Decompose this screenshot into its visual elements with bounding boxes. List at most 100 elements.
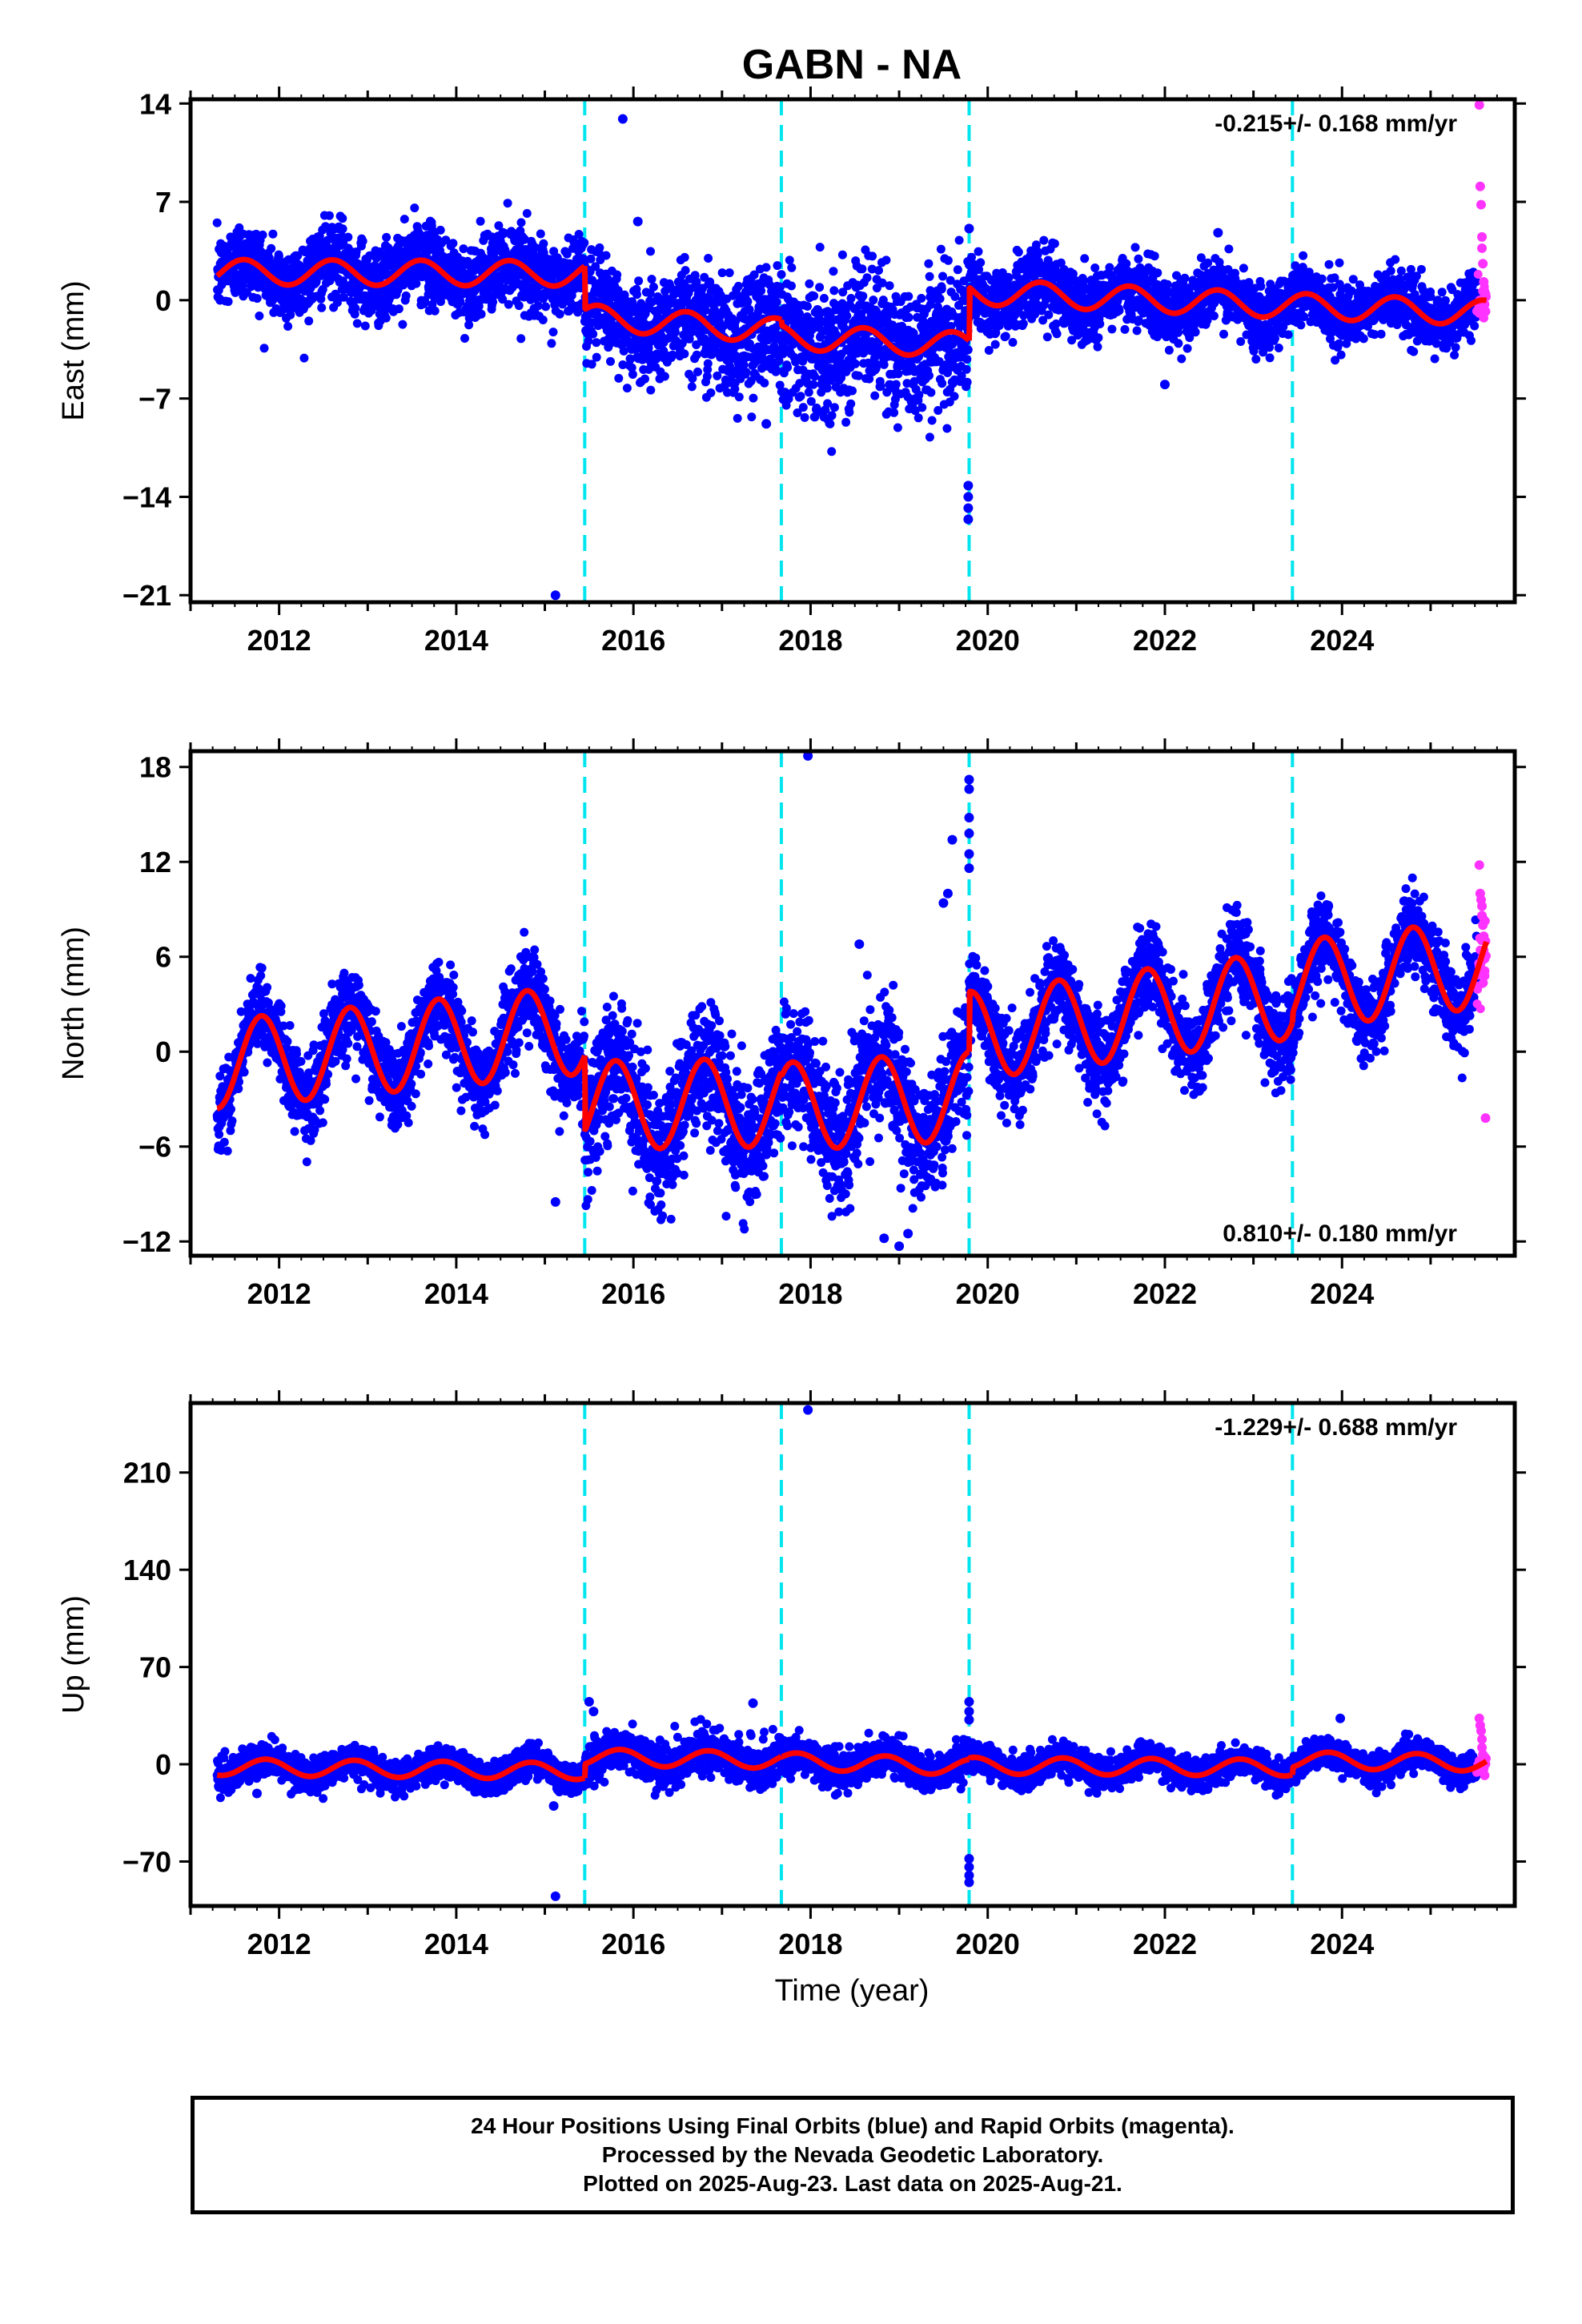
data-point (460, 334, 469, 343)
data-point (601, 251, 611, 260)
data-point (1114, 306, 1124, 316)
data-point (352, 319, 362, 328)
data-point (1203, 258, 1213, 267)
data-point (614, 373, 624, 383)
data-point (1177, 354, 1186, 364)
data-point (223, 297, 233, 307)
data-point (702, 372, 712, 381)
data-point (1182, 344, 1192, 353)
data-point (904, 292, 913, 301)
data-point (924, 259, 934, 268)
y-tick-label: −7 (139, 383, 171, 416)
data-point (692, 277, 701, 287)
data-point (837, 250, 847, 259)
data-point (1039, 235, 1049, 245)
data-point (321, 222, 331, 231)
data-point (1274, 344, 1283, 352)
data-point (299, 353, 309, 363)
data-point (1080, 254, 1090, 263)
data-point (591, 262, 600, 271)
data-point (293, 251, 303, 260)
data-point (259, 344, 269, 353)
data-point (747, 412, 757, 422)
data-point (857, 264, 867, 274)
data-point (520, 234, 529, 243)
data-point (914, 390, 924, 400)
data-point (1359, 334, 1368, 344)
data-point (1042, 332, 1052, 342)
data-point (891, 380, 901, 389)
data-point (365, 251, 375, 260)
data-point (533, 301, 543, 311)
data-point (500, 228, 508, 238)
data-point (436, 297, 445, 307)
data-point (504, 300, 513, 309)
data-point (267, 243, 276, 253)
data-point (723, 388, 732, 397)
data-point (464, 320, 474, 330)
data-point (1180, 273, 1190, 283)
data-point (917, 294, 926, 303)
data-point (360, 321, 370, 331)
data-point (448, 239, 458, 248)
data-point (822, 384, 832, 393)
data-point (685, 334, 694, 344)
data-point (889, 408, 899, 417)
data-point (351, 247, 361, 256)
data-point (713, 371, 722, 380)
data-point (1317, 274, 1327, 283)
data-point (827, 447, 837, 456)
data-point (926, 388, 936, 397)
y-tick-label: −14 (122, 480, 171, 513)
data-point (459, 244, 468, 254)
data-point (476, 216, 485, 226)
data-point (841, 417, 851, 427)
data-point (498, 295, 508, 304)
data-point (885, 281, 894, 291)
data-point (648, 297, 657, 307)
data-point (1150, 251, 1159, 261)
data-point (962, 355, 972, 364)
data-point (441, 235, 451, 245)
data-point (1052, 329, 1062, 339)
data-point (255, 312, 264, 320)
data-point (680, 252, 689, 262)
data-point (1265, 353, 1275, 363)
data-point (628, 370, 637, 379)
data-point (1256, 282, 1266, 292)
data-point (1236, 337, 1246, 346)
data-point (358, 236, 367, 246)
data-point (803, 302, 812, 311)
data-point (846, 294, 856, 303)
data-point (717, 268, 727, 278)
data-point (1271, 334, 1279, 343)
data-point (1386, 266, 1395, 275)
data-point (1219, 329, 1228, 339)
y-tick-label: −21 (122, 579, 171, 612)
data-point (286, 310, 295, 320)
data-point (339, 292, 348, 302)
data-point (741, 368, 751, 377)
data-point (688, 374, 697, 383)
x-tick-label: 2014 (424, 624, 488, 657)
data-point (800, 412, 809, 422)
data-point (522, 209, 532, 218)
data-point (777, 270, 786, 279)
data-point (332, 298, 342, 308)
data-point (1001, 332, 1010, 341)
data-point (815, 283, 825, 292)
data-point (548, 328, 558, 337)
x-tick-label: 2024 (1310, 624, 1374, 657)
data-point (796, 392, 805, 401)
data-point (1224, 244, 1234, 254)
data-point (962, 377, 972, 387)
y-axis-label: East (mm) (57, 280, 90, 420)
data-point (586, 254, 596, 263)
data-point (815, 243, 825, 252)
data-point (580, 238, 589, 247)
data-point (850, 359, 860, 368)
data-point (974, 247, 983, 256)
data-point (1130, 243, 1140, 252)
